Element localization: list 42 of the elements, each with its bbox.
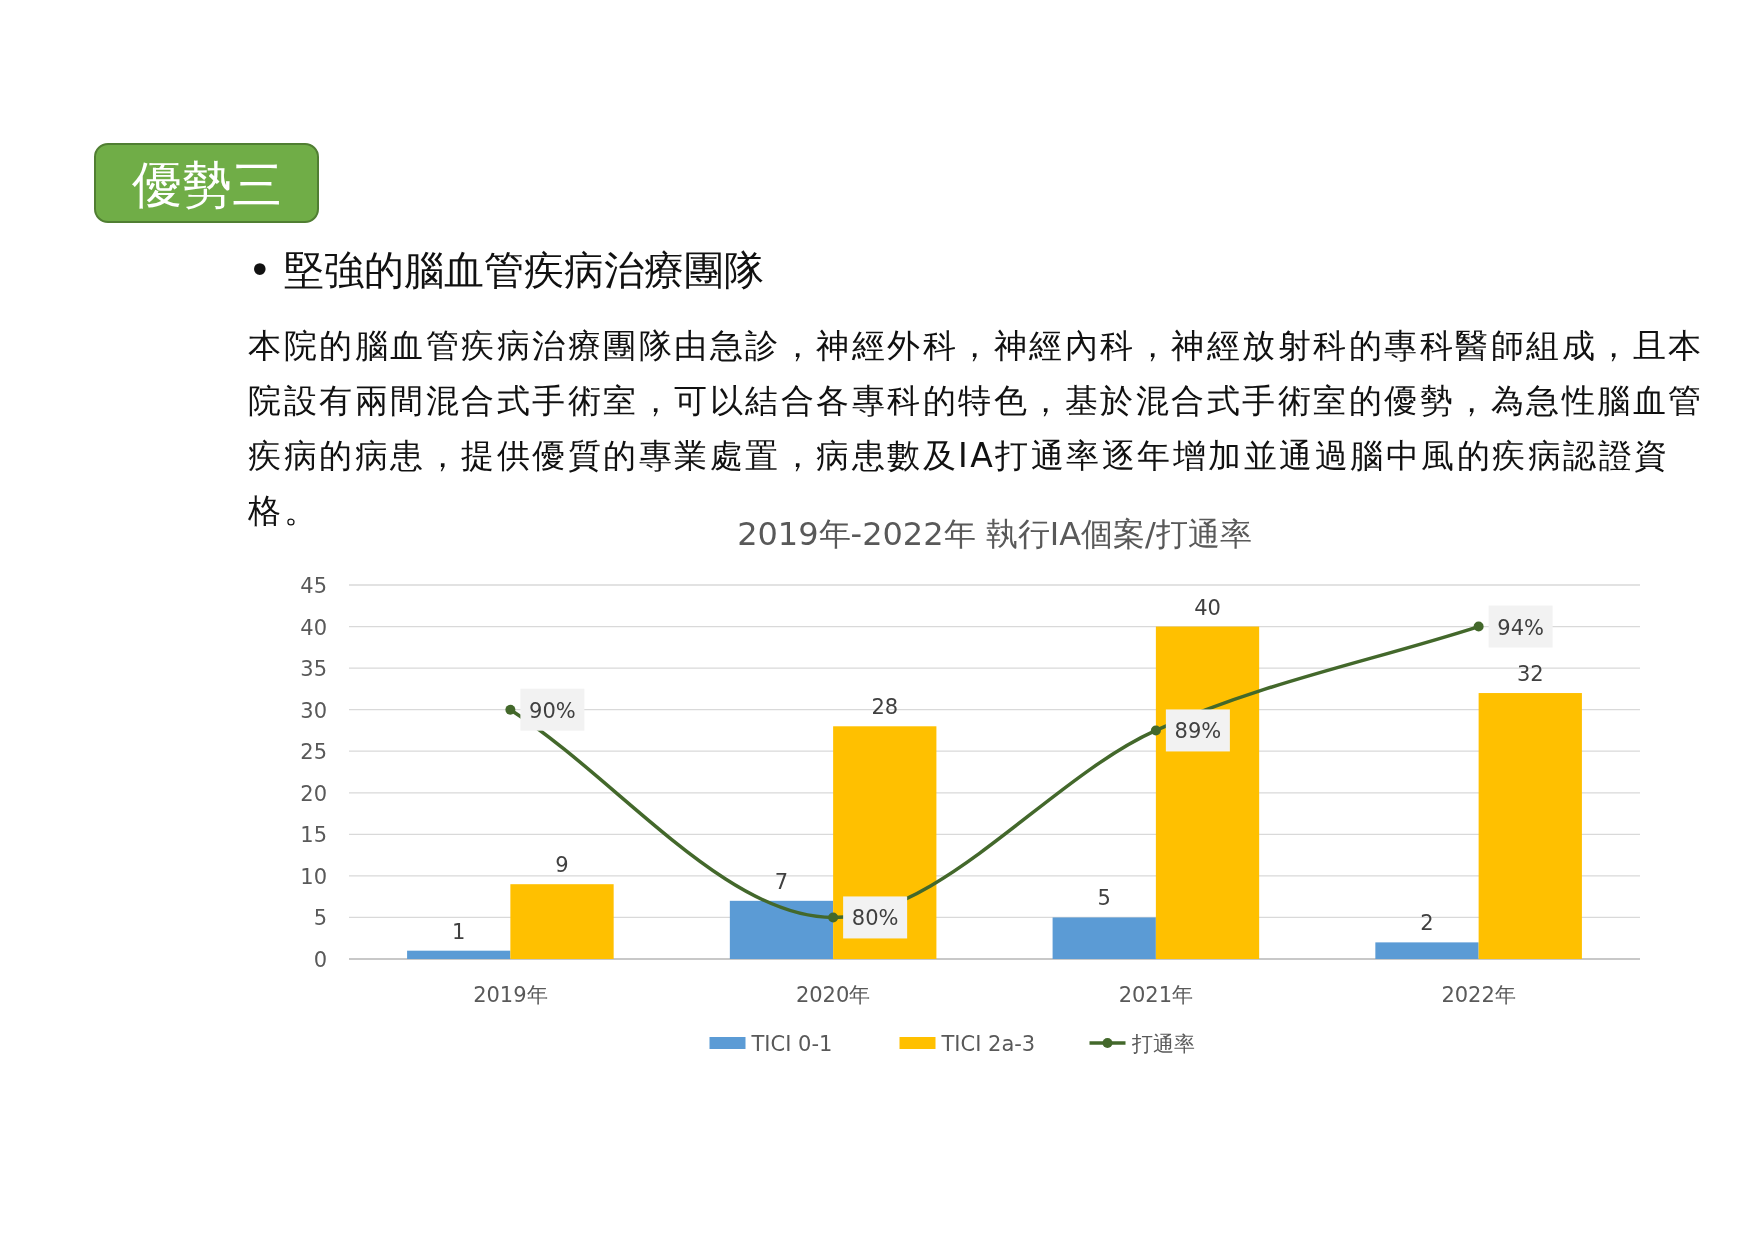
data-label: 80% <box>851 906 899 931</box>
bar <box>1478 693 1582 959</box>
data-label: 90% <box>529 698 576 723</box>
legend-label: TICI 0-1 <box>750 1032 833 1056</box>
y-tick-label: 30 <box>300 698 327 723</box>
y-tick-label: 45 <box>300 574 327 598</box>
bar <box>1052 917 1156 959</box>
data-label: 9 <box>555 853 569 878</box>
badge: 優勢三 <box>94 143 319 223</box>
y-tick-label: 0 <box>313 948 327 972</box>
y-tick-label: 40 <box>300 615 327 640</box>
data-label: 1 <box>452 919 466 944</box>
point <box>1473 621 1484 632</box>
data-label: 94% <box>1497 615 1544 640</box>
x-tick-label: 2021年 <box>1118 983 1194 1007</box>
point <box>1150 725 1161 736</box>
x-tick-label: 2020年 <box>795 983 871 1007</box>
text: • 堅強的腦血管疾病治療團隊 <box>248 246 765 295</box>
y-tick-label: 35 <box>300 657 327 682</box>
y-tick-label: 20 <box>300 781 327 806</box>
data-label: 40 <box>1194 595 1221 620</box>
data-label: 2 <box>1420 911 1434 936</box>
y-tick-label: 10 <box>300 864 327 889</box>
data-label: 5 <box>1097 886 1111 911</box>
point <box>505 704 516 715</box>
data-label: 89% <box>1174 719 1222 744</box>
y-tick-label: 5 <box>313 906 327 931</box>
x-tick-label: 2022年 <box>1441 983 1516 1007</box>
bar <box>1375 942 1479 959</box>
point <box>828 912 839 923</box>
data-label: 28 <box>871 695 899 720</box>
y-tick-label: 25 <box>300 740 327 765</box>
legend-label: 打通率 <box>1130 1032 1195 1056</box>
data-label: 32 <box>1516 662 1544 687</box>
legend-label: TICI 2a-3 <box>940 1032 1036 1056</box>
y-tick-label: 15 <box>300 823 327 848</box>
x-tick-label: 2019年 <box>473 983 548 1007</box>
bar <box>729 900 834 959</box>
data-label: 7 <box>774 869 789 894</box>
bar <box>407 950 511 959</box>
bar <box>1155 626 1260 959</box>
bar <box>510 884 614 959</box>
